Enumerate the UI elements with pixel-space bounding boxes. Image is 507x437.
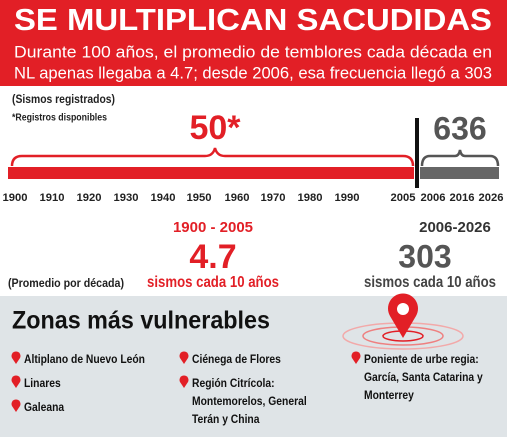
subtitle: NL apenas llegaba a 4.7; desde 2006, esa…	[14, 63, 492, 82]
bullet-pin	[179, 351, 189, 364]
zones-title: Zonas más vulnerables	[12, 307, 270, 335]
tick-label: 1920	[77, 192, 102, 204]
average-label: (Promedio por década)	[8, 276, 124, 290]
period2-range: 2006-2026	[419, 219, 491, 236]
zone-item: Galeana	[24, 400, 64, 414]
period2-unit: sismos cada 10 años	[364, 274, 496, 291]
note: (Sismos registrados)	[12, 92, 115, 106]
period1-unit: sismos cada 10 años	[147, 274, 279, 291]
bracket	[10, 147, 415, 167]
tick-label: 2006	[421, 192, 446, 204]
tick-label: 1990	[335, 192, 360, 204]
period2-bar	[420, 167, 499, 179]
tick-label: 2016	[450, 192, 475, 204]
footnote: *Registros disponibles	[12, 113, 107, 124]
zone-item: Ciénega de Flores	[192, 352, 281, 366]
zone-item: Región Citrícola:	[192, 376, 275, 390]
bullet-pin	[11, 399, 21, 412]
period1-range: 1900 - 2005	[173, 219, 253, 236]
zone-item: Terán y China	[192, 412, 260, 426]
period1-total: 50*	[189, 109, 241, 147]
zone-item: García, Santa Catarina y	[364, 370, 483, 384]
period1-bar	[8, 167, 414, 179]
zone-item: Altiplano de Nuevo León	[24, 352, 145, 366]
tick-label: 1940	[151, 192, 176, 204]
subtitle: Durante 100 años, el promedio de temblor…	[14, 42, 492, 61]
location-icon	[342, 293, 464, 350]
tick-label: 1970	[261, 192, 286, 204]
divider	[415, 118, 419, 188]
zone-item: Montemorelos, General	[192, 394, 307, 408]
tick-label: 1930	[114, 192, 139, 204]
tick-label: 1980	[298, 192, 323, 204]
tick-label: 1900	[3, 192, 28, 204]
bullet-pin	[179, 375, 189, 388]
tick-label: 1960	[225, 192, 250, 204]
tick-label: 2026	[479, 192, 504, 204]
zone-item: Linares	[24, 376, 61, 390]
bracket	[420, 149, 500, 167]
zone-item: Poniente de urbe regia:	[364, 352, 479, 366]
tick-label: 1950	[187, 192, 212, 204]
period1-average: 4.7	[189, 238, 236, 276]
header-band	[0, 0, 507, 86]
title: SE MULTIPLICAN SACUDIDAS	[14, 2, 492, 37]
period2-total: 636	[433, 110, 486, 146]
bullet-pin	[11, 351, 21, 364]
zone-item: Monterrey	[364, 388, 414, 402]
zones-panel	[0, 296, 507, 437]
bullet-pin	[11, 375, 21, 388]
tick-label: 2005	[391, 192, 416, 204]
bullet-pin	[351, 351, 361, 364]
period2-average: 303	[398, 238, 451, 274]
tick-label: 1910	[40, 192, 65, 204]
